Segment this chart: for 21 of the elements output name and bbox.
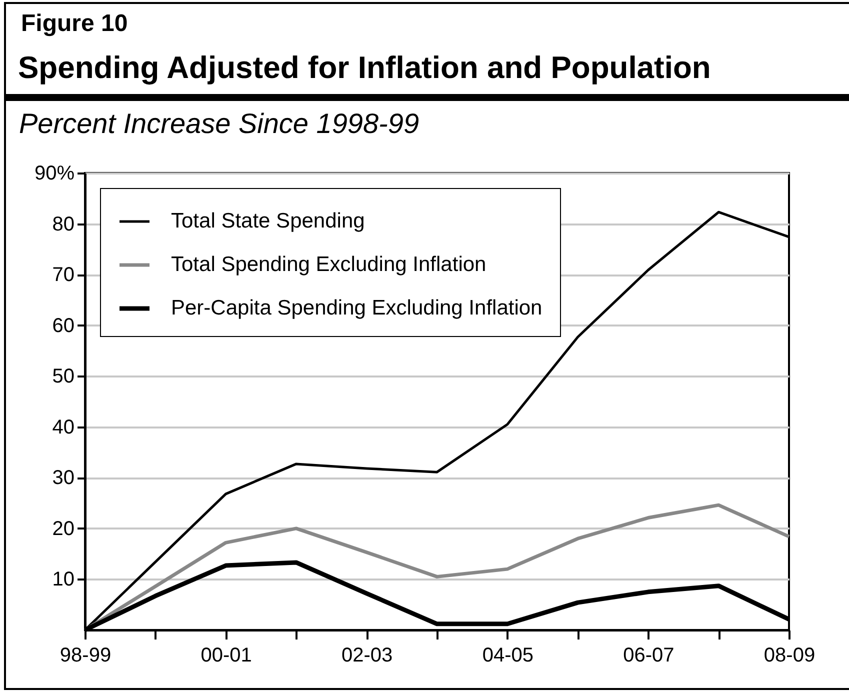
legend-label: Total State Spending [171, 210, 365, 232]
x-tick-label: 04-05 [482, 644, 534, 666]
chart-title: Spending Adjusted for Inflation and Population [18, 50, 711, 85]
x-tick-label: 02-03 [342, 644, 393, 666]
y-tick-label: 10 [52, 568, 74, 591]
y-tick-label: 40 [52, 416, 74, 438]
y-tick-label: 60 [52, 314, 74, 337]
caption: Figure 10 [21, 10, 128, 37]
y-tick-label: 80 [52, 213, 74, 236]
x-tick-label: 98-99 [60, 644, 112, 666]
y-tick-label: 30 [52, 467, 74, 490]
chart-subtitle: Percent Increase Since 1998-99 [19, 108, 420, 139]
y-tick-label: 90% [34, 162, 75, 184]
legend-label: Total Spending Excluding Inflation [171, 253, 486, 276]
x-tick-label: 06-07 [623, 644, 674, 666]
x-tick-label: 08-09 [764, 644, 816, 666]
y-tick-label: 50 [52, 366, 74, 388]
y-tick-label: 20 [52, 518, 74, 540]
y-tick-label: 70 [52, 264, 74, 286]
x-tick-label: 00-01 [200, 644, 252, 666]
legend-label: Per-Capita Spending Excluding Inflation [171, 296, 542, 320]
